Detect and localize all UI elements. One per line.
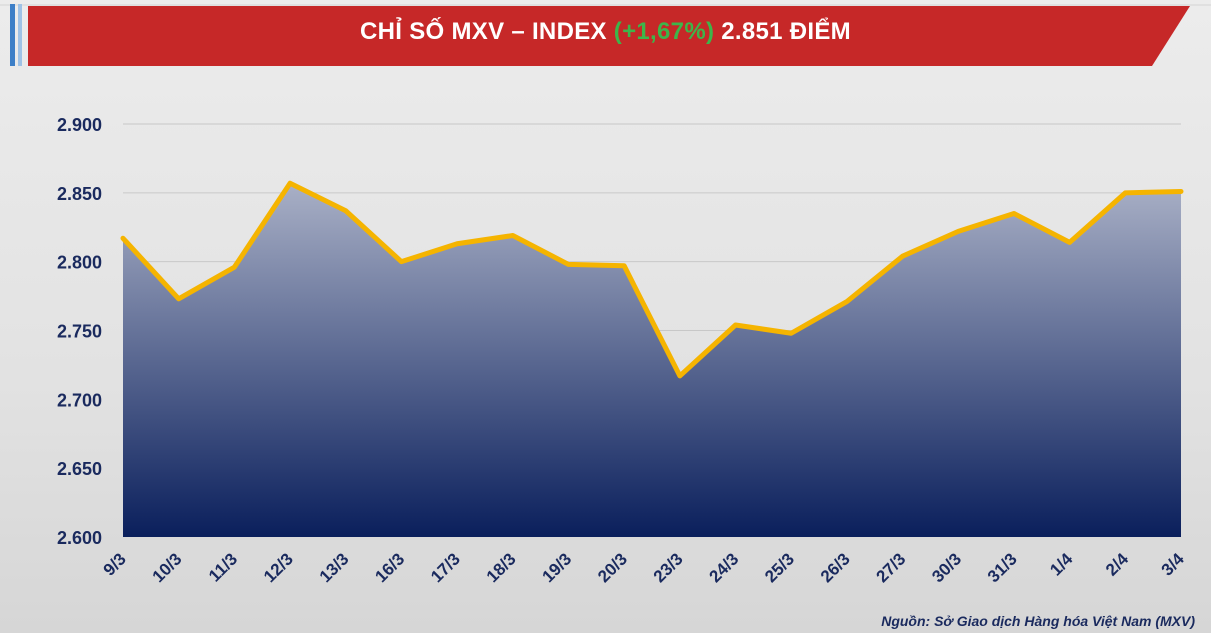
banner-shape <box>28 6 1190 66</box>
y-tick-label: 2.850 <box>57 184 102 204</box>
x-tick-label: 25/3 <box>761 549 798 586</box>
index-area <box>123 183 1181 537</box>
y-axis-labels: 2.600 2.650 2.700 2.750 2.800 2.850 2.900 <box>57 115 102 548</box>
chart-title: CHỈ SỐ MXV – INDEX (+1,67%) 2.851 ĐIỂM <box>0 18 1211 46</box>
data-point <box>1179 189 1183 194</box>
data-point <box>288 181 293 186</box>
x-tick-label: 17/3 <box>427 549 464 586</box>
data-point <box>399 259 404 264</box>
data-point <box>232 265 237 270</box>
x-tick-label: 13/3 <box>316 549 353 586</box>
data-point <box>622 263 627 268</box>
y-tick-label: 2.900 <box>57 115 102 135</box>
x-tick-label: 30/3 <box>928 549 965 586</box>
data-point <box>455 241 460 246</box>
data-point <box>900 254 905 259</box>
data-points <box>121 181 1183 378</box>
x-tick-label: 27/3 <box>873 549 910 586</box>
data-point <box>1067 240 1072 245</box>
x-axis-labels: 9/3 10/3 11/3 12/3 13/3 16/3 17/3 18/3 19/3 20/3 2… <box>100 549 1189 586</box>
y-tick-label: 2.800 <box>57 253 102 273</box>
index-area-chart: 2.600 2.650 2.700 2.750 2.800 2.850 2.900 9/3 1… <box>57 115 1189 586</box>
source-note: Nguồn: Sở Giao dịch Hàng hóa Việt Nam (M… <box>881 613 1195 629</box>
data-point <box>510 233 515 238</box>
x-tick-label: 31/3 <box>984 549 1021 586</box>
data-point <box>1011 211 1016 216</box>
x-tick-label: 16/3 <box>371 549 408 586</box>
data-point <box>343 208 348 213</box>
data-point <box>121 236 125 241</box>
x-tick-label: 18/3 <box>483 549 520 586</box>
x-tick-label: 2/4 <box>1102 549 1133 580</box>
index-line <box>120 180 1184 379</box>
y-tick-label: 2.750 <box>57 322 102 342</box>
data-point <box>677 373 682 378</box>
x-tick-label: 1/4 <box>1046 549 1077 580</box>
y-tick-label: 2.600 <box>57 528 102 548</box>
data-point <box>1123 190 1128 195</box>
data-point <box>733 322 738 327</box>
y-tick-label: 2.650 <box>57 459 102 479</box>
x-tick-label: 3/4 <box>1158 549 1189 580</box>
title-banner <box>0 4 1211 66</box>
title-change: (+1,67%) <box>613 18 715 45</box>
x-tick-label: 23/3 <box>650 549 687 586</box>
data-point <box>956 229 961 234</box>
y-tick-label: 2.700 <box>57 390 102 410</box>
x-tick-label: 26/3 <box>817 549 854 586</box>
data-point <box>844 299 849 304</box>
data-point <box>176 296 181 301</box>
banner-accent-bar-light <box>18 4 22 66</box>
data-point <box>566 262 571 267</box>
banner-top-rule <box>0 4 1211 6</box>
title-prefix: CHỈ SỐ MXV – INDEX <box>360 18 607 45</box>
x-tick-label: 9/3 <box>100 549 130 579</box>
x-tick-label: 19/3 <box>538 549 575 586</box>
x-tick-label: 12/3 <box>260 549 297 586</box>
data-point <box>789 331 794 336</box>
x-tick-label: 11/3 <box>205 549 241 585</box>
title-value: 2.851 ĐIỂM <box>721 18 851 45</box>
x-tick-label: 20/3 <box>594 549 631 586</box>
banner-accent-bar <box>10 4 15 66</box>
x-tick-label: 10/3 <box>149 549 186 586</box>
x-tick-label: 24/3 <box>706 549 743 586</box>
